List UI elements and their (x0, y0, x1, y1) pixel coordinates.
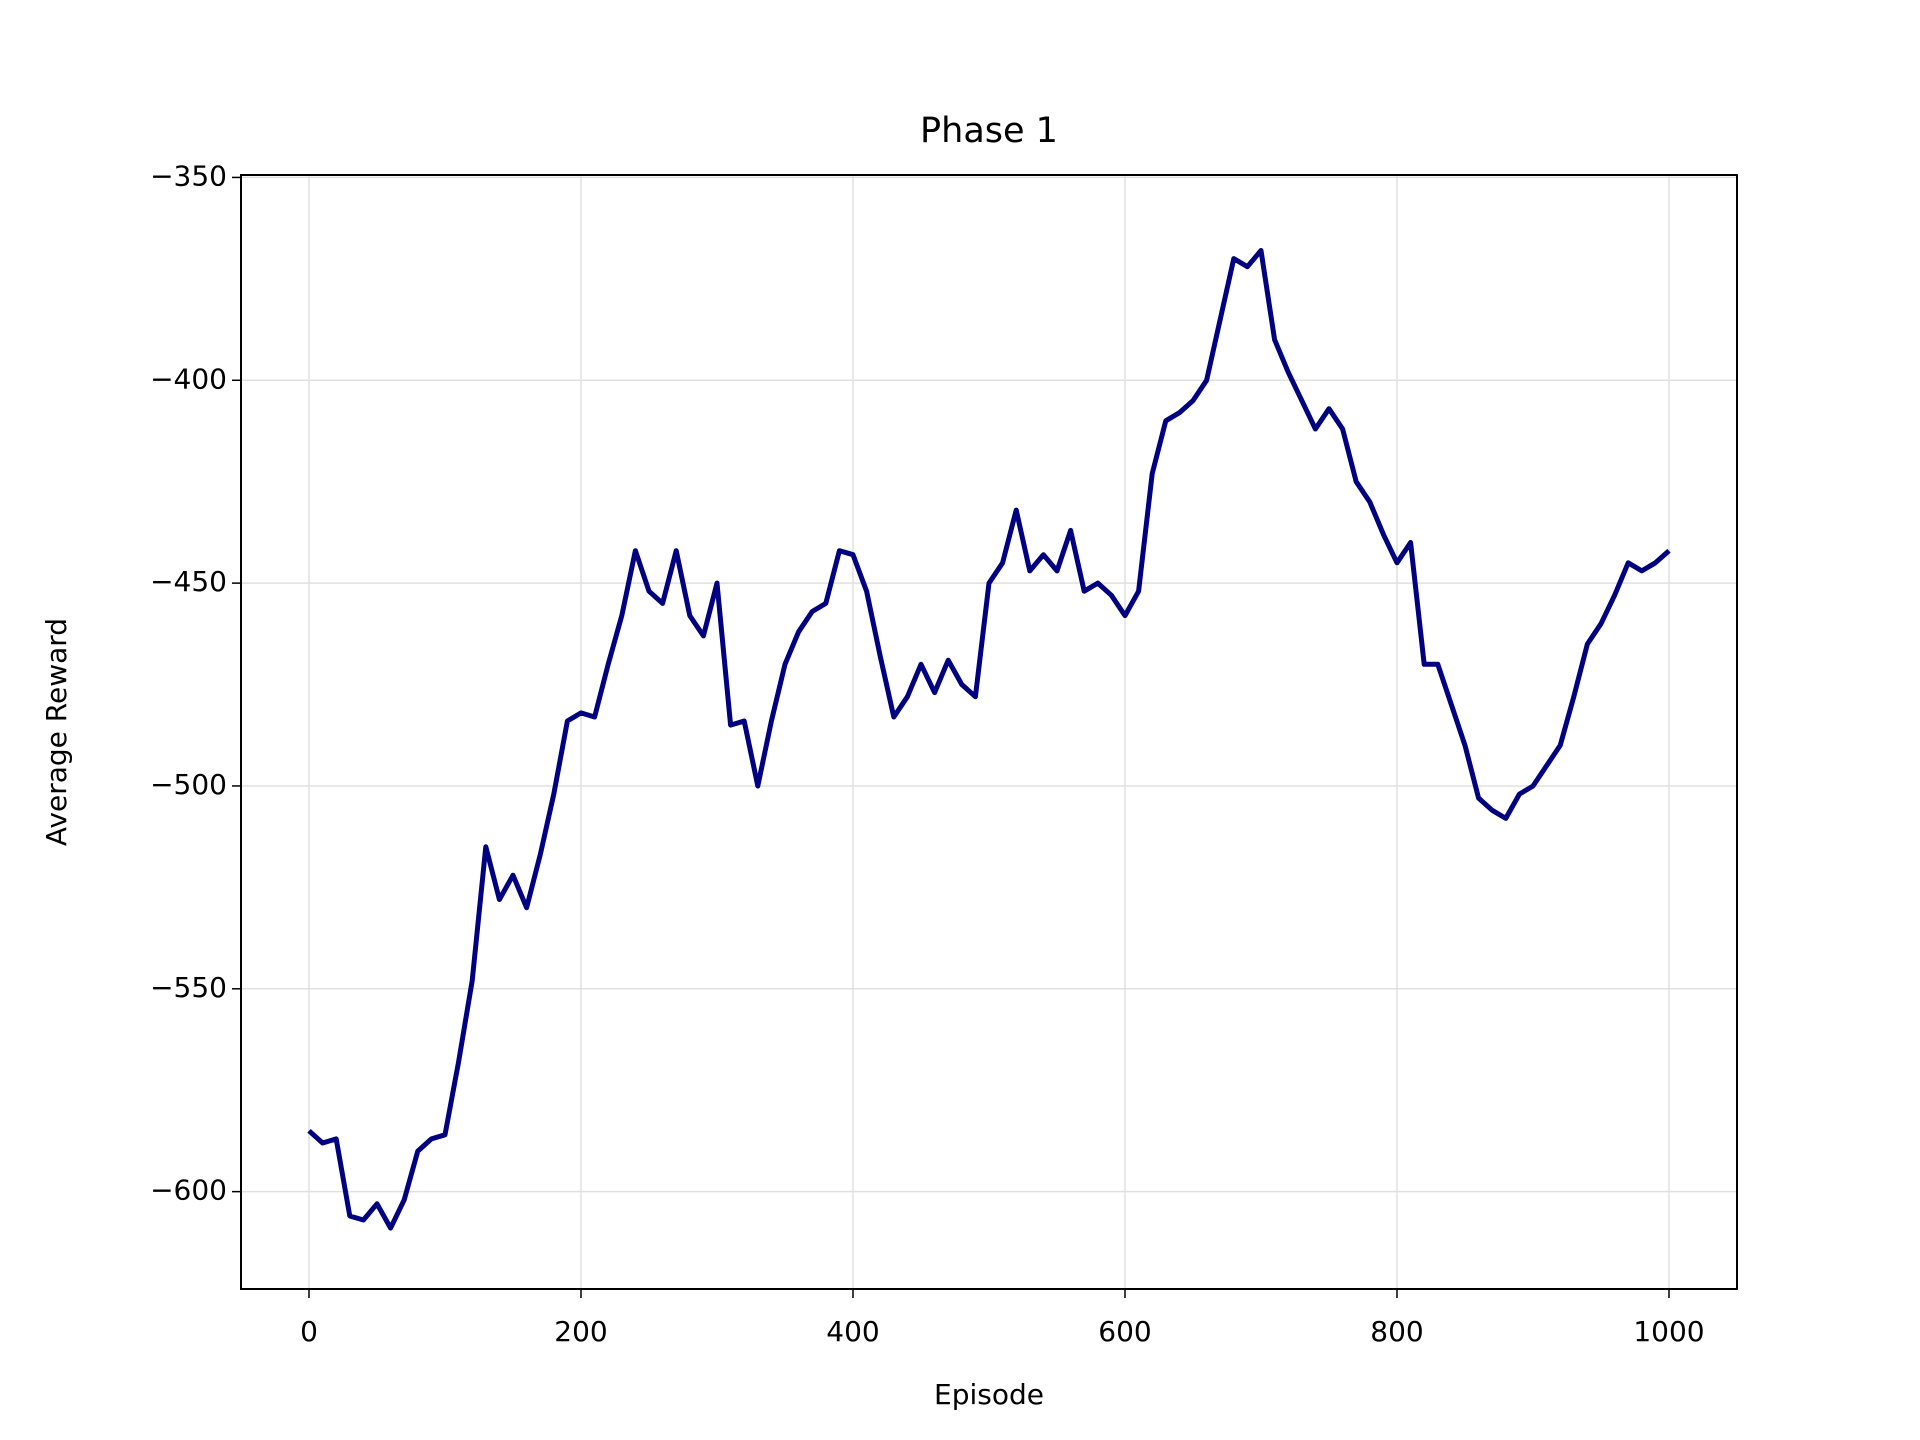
y-tick-label: −600 (150, 1174, 227, 1207)
x-tick-label: 200 (554, 1315, 607, 1348)
line-series (307, 248, 1671, 1231)
y-tick-label: −400 (150, 362, 227, 395)
y-tick-label: −450 (150, 565, 227, 598)
x-tick-label: 600 (1098, 1315, 1151, 1348)
x-axis-label: Episode (934, 1378, 1044, 1411)
x-tick-label: 800 (1370, 1315, 1423, 1348)
y-tick-label: −550 (150, 971, 227, 1004)
x-tick-label: 400 (826, 1315, 879, 1348)
plot-frame (240, 174, 1738, 1290)
y-tick-label: −350 (150, 159, 227, 192)
y-axis-label: Average Reward (40, 618, 73, 846)
y-tick-label: −500 (150, 768, 227, 801)
chart-title: Phase 1 (920, 111, 1058, 151)
x-tick-label: 0 (300, 1315, 318, 1348)
x-tick-label: 1000 (1633, 1315, 1704, 1348)
